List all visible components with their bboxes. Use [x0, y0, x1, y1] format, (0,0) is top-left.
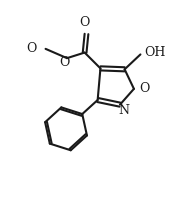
Text: O: O — [79, 16, 90, 29]
Text: O: O — [140, 82, 150, 95]
Text: N: N — [118, 104, 129, 117]
Text: O: O — [26, 42, 36, 55]
Text: O: O — [59, 56, 69, 69]
Text: OH: OH — [144, 46, 166, 59]
